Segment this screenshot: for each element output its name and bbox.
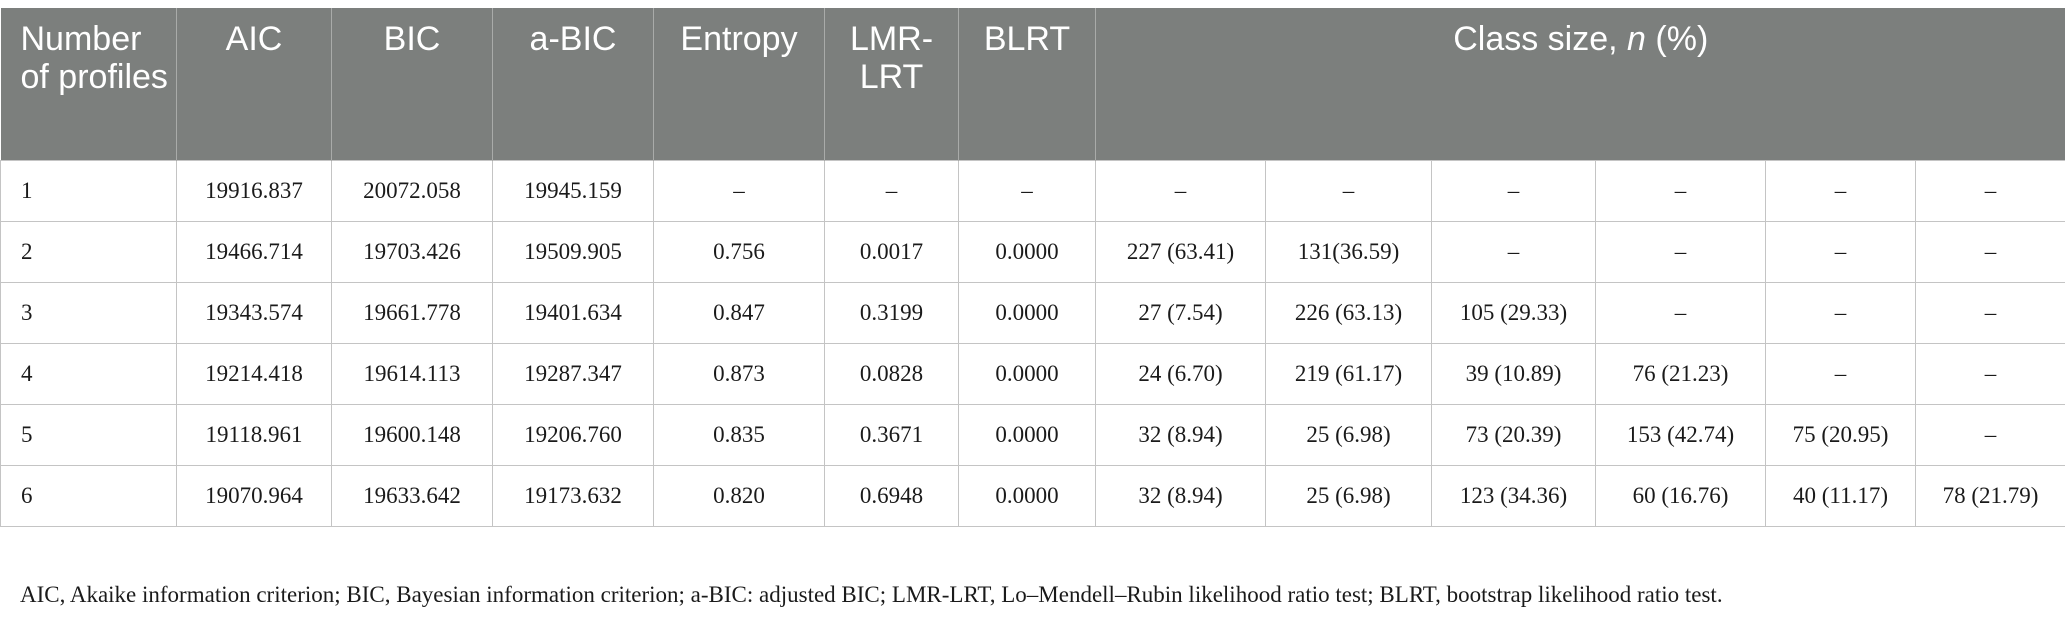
table-cell: 19401.634 (492, 281, 654, 344)
table-cell: – (1914, 220, 2065, 283)
header-number-of-profiles: Number of profiles (0, 8, 177, 160)
table-cell: 78 (21.79) (1914, 464, 2065, 527)
table-cell: 19633.642 (331, 464, 493, 527)
table-cell: – (1914, 159, 2065, 222)
header-entropy: Entropy (653, 8, 825, 160)
header-blrt: BLRT (958, 8, 1096, 160)
table-cell: 0.847 (653, 281, 825, 344)
header-abic: a-BIC (492, 8, 654, 160)
table-cell: 19600.148 (331, 403, 493, 466)
profile-count-cell: 4 (0, 342, 177, 405)
table-cell: – (1595, 220, 1766, 283)
table-cell: – (1765, 342, 1916, 405)
table-cell: 24 (6.70) (1095, 342, 1266, 405)
header-class-size: Class size, n (%) (1095, 8, 2065, 160)
table-cell: 0.873 (653, 342, 825, 405)
table-cell: – (958, 159, 1096, 222)
table-cell: 219 (61.17) (1265, 342, 1432, 405)
table-cell: 0.835 (653, 403, 825, 466)
table-cell: 19614.113 (331, 342, 493, 405)
table-cell: – (1914, 403, 2065, 466)
table-cell: 39 (10.89) (1431, 342, 1596, 405)
table-row: 4 19214.418 19614.113 19287.347 0.873 0.0828 0… (0, 342, 2065, 405)
table-cell: 226 (63.13) (1265, 281, 1432, 344)
table-cell: – (1265, 159, 1432, 222)
table-cell: – (824, 159, 959, 222)
header-class-size-suffix: (%) (1645, 20, 1709, 58)
table-cell: 19206.760 (492, 403, 654, 466)
header-bic: BIC (331, 8, 493, 160)
table-cell: – (653, 159, 825, 222)
model-fit-table: Number of profiles AIC BIC a-BIC Entropy… (0, 8, 2065, 527)
table-cell: 76 (21.23) (1595, 342, 1766, 405)
table-cell: 0.0017 (824, 220, 959, 283)
table-row: 1 19916.837 20072.058 19945.159– – – – – – – – – (0, 159, 2065, 222)
table-cell: 27 (7.54) (1095, 281, 1266, 344)
profile-count-cell: 1 (0, 159, 177, 222)
table-cell: – (1595, 281, 1766, 344)
table-cell: 19343.574 (176, 281, 332, 344)
table-cell: – (1095, 159, 1266, 222)
table-cell: 20072.058 (331, 159, 493, 222)
table-cell: – (1914, 342, 2065, 405)
table-cell: 0.0000 (958, 464, 1096, 527)
table-cell: – (1765, 220, 1916, 283)
table-cell: 123 (34.36) (1431, 464, 1596, 527)
table-cell: 0.0000 (958, 342, 1096, 405)
header-row: Number of profiles AIC BIC a-BIC Entropy… (0, 8, 2065, 160)
table-cell: – (1431, 159, 1596, 222)
table-cell: 0.820 (653, 464, 825, 527)
table-cell: 0.3199 (824, 281, 959, 344)
table-cell: 19916.837 (176, 159, 332, 222)
table-cell: 19509.905 (492, 220, 654, 283)
table-cell: – (1914, 281, 2065, 344)
table-cell: 0.0828 (824, 342, 959, 405)
table-cell: 0.3671 (824, 403, 959, 466)
table-cell: 60 (16.76) (1595, 464, 1766, 527)
table-cell: 73 (20.39) (1431, 403, 1596, 466)
table-cell: 19214.418 (176, 342, 332, 405)
table-cell: 19070.964 (176, 464, 332, 527)
table-cell: 32 (8.94) (1095, 464, 1266, 527)
table-cell: 19287.347 (492, 342, 654, 405)
table-cell: 227 (63.41) (1095, 220, 1266, 283)
table-cell: 25 (6.98) (1265, 403, 1432, 466)
table-cell: 19173.632 (492, 464, 654, 527)
table-cell: 19466.714 (176, 220, 332, 283)
table-row: 3 19343.574 19661.778 19401.634 0.847 0.3199 0… (0, 281, 2065, 344)
table-cell: 25 (6.98) (1265, 464, 1432, 527)
table-cell: – (1595, 159, 1766, 222)
table-cell: 0.756 (653, 220, 825, 283)
table-cell: – (1765, 281, 1916, 344)
table-cell: 0.6948 (824, 464, 959, 527)
table-cell: – (1765, 159, 1916, 222)
table-cell: 0.0000 (958, 403, 1096, 466)
table-footnote: AIC, Akaike information criterion; BIC, … (20, 582, 1723, 607)
header-class-size-n: n (1627, 20, 1646, 58)
table-cell: 75 (20.95) (1765, 403, 1916, 466)
table-cell: 40 (11.17) (1765, 464, 1916, 527)
table-cell: 153 (42.74) (1595, 403, 1766, 466)
table-row: 5 19118.961 19600.148 19206.760 0.835 0.3671 0… (0, 403, 2065, 466)
header-lmr-lrt: LMR-LRT (824, 8, 959, 160)
profile-count-cell: 3 (0, 281, 177, 344)
table-cell: 19118.961 (176, 403, 332, 466)
profile-count-cell: 6 (0, 464, 177, 527)
table-cell: 32 (8.94) (1095, 403, 1266, 466)
table-cell: 19703.426 (331, 220, 493, 283)
profile-count-cell: 5 (0, 403, 177, 466)
table-cell: 0.0000 (958, 281, 1096, 344)
table-cell: 19945.159 (492, 159, 654, 222)
table-row: 6 19070.964 19633.642 19173.632 0.820 0.6948 0… (0, 464, 2065, 527)
table-cell: 0.0000 (958, 220, 1096, 283)
header-aic: AIC (176, 8, 332, 160)
header-class-size-prefix: Class size, (1453, 20, 1628, 58)
profile-count-cell: 2 (0, 220, 177, 283)
table-cell: 131(36.59) (1265, 220, 1432, 283)
table-cell: 105 (29.33) (1431, 281, 1596, 344)
table-row: 2 19466.714 19703.426 19509.905 0.756 0.0017 0… (0, 220, 2065, 283)
table-cell: – (1431, 220, 1596, 283)
table-cell: 19661.778 (331, 281, 493, 344)
